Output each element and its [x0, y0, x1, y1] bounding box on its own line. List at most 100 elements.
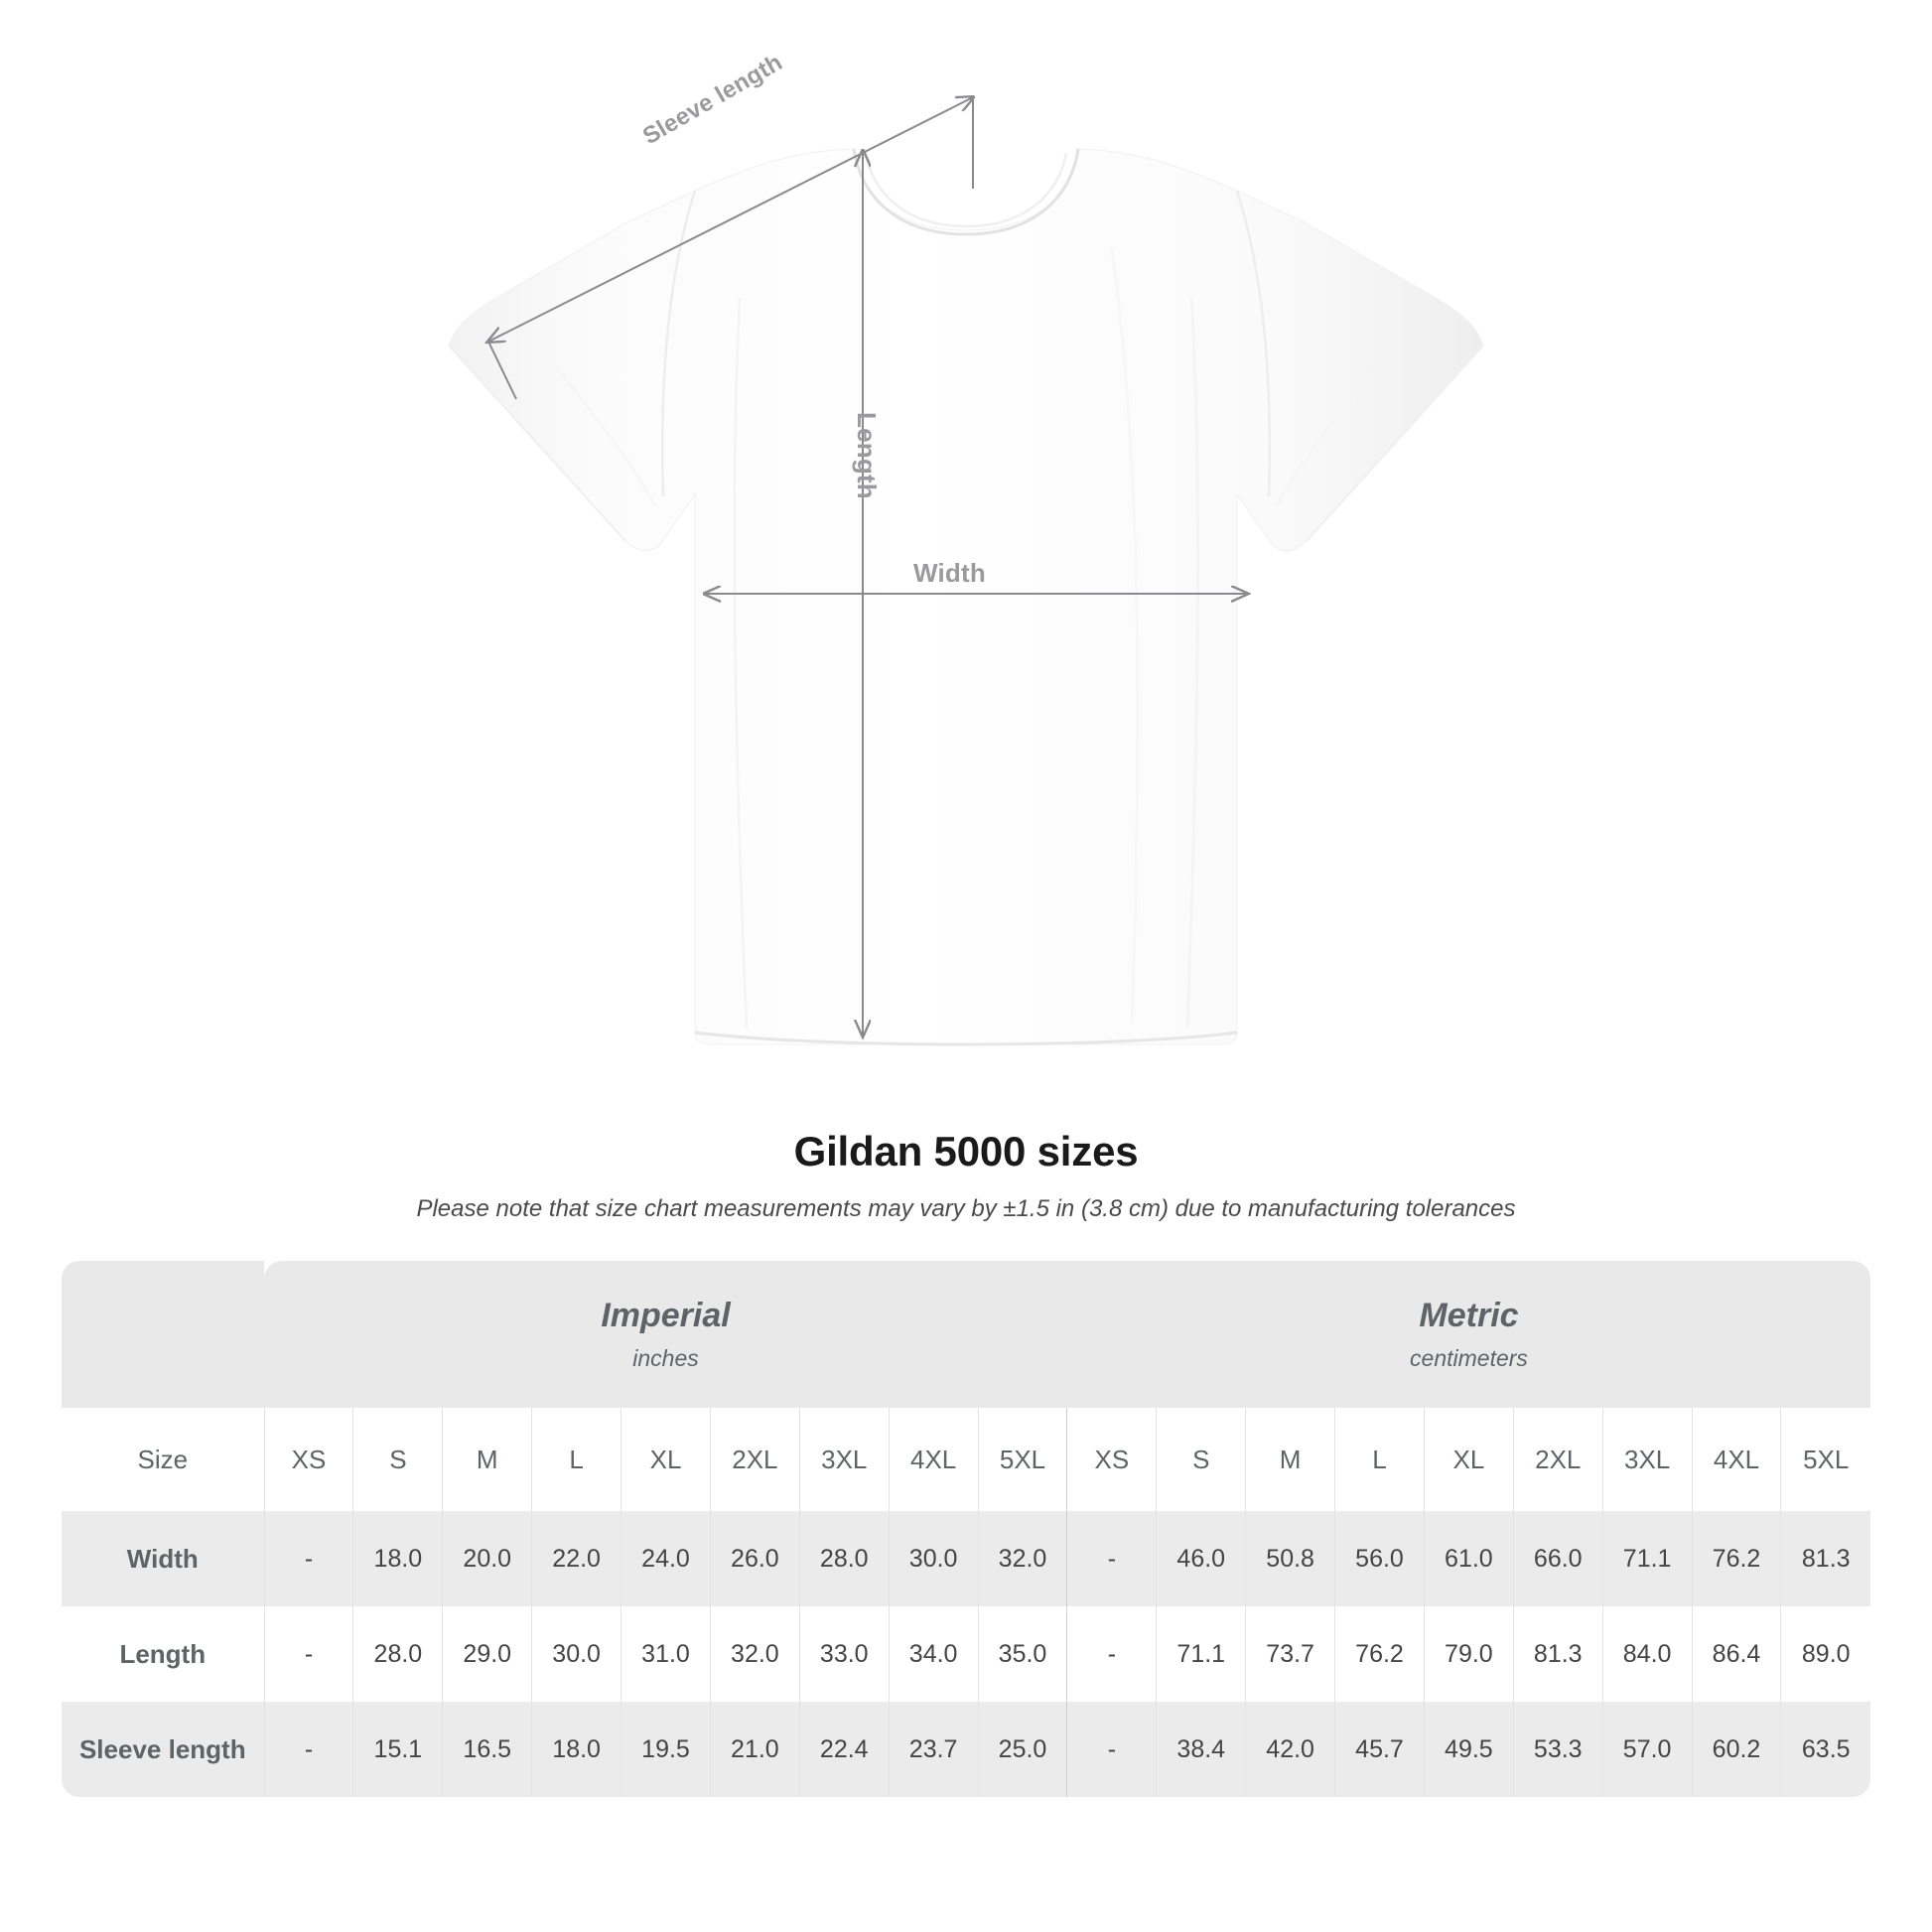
- cell-value: 25.0: [977, 1702, 1067, 1797]
- cell-value: 86.4: [1691, 1606, 1781, 1702]
- cell-value: 19.5: [621, 1702, 711, 1797]
- cell-value: 35.0: [977, 1606, 1067, 1702]
- size-header-metric-4xl: 4XL: [1691, 1408, 1781, 1511]
- size-header-metric-m: M: [1245, 1408, 1335, 1511]
- cell-value: -: [263, 1606, 353, 1702]
- cell-value: -: [1066, 1702, 1157, 1797]
- cell-value: 84.0: [1601, 1606, 1693, 1702]
- cell-value: 71.1: [1601, 1511, 1693, 1606]
- cell-value: 18.0: [352, 1511, 443, 1606]
- cell-value: 21.0: [709, 1702, 800, 1797]
- cell-value: -: [263, 1702, 353, 1797]
- cell-value: 53.3: [1512, 1702, 1603, 1797]
- table-row: Length -28.0 29.0 30.0 31.0 32.0 33.0 34.0 35.0-…: [62, 1606, 1870, 1702]
- cell-value: 79.0: [1423, 1606, 1514, 1702]
- table-row: Sleeve length -15.1 16.5 18.0 19.5 21.0 22.4 23…: [62, 1702, 1870, 1797]
- cell-value: -: [1066, 1511, 1157, 1606]
- cell-value: 60.2: [1691, 1702, 1781, 1797]
- size-header-imperial-xs: XS: [263, 1408, 353, 1511]
- row-label-width: Width: [62, 1511, 265, 1606]
- cell-value: 45.7: [1334, 1702, 1425, 1797]
- title-block: Gildan 5000 sizes Please note that size …: [0, 1122, 1932, 1223]
- unit-sub-imperial: inches: [632, 1345, 699, 1371]
- cell-value: 38.4: [1156, 1702, 1246, 1797]
- cell-value: 24.0: [621, 1511, 711, 1606]
- corner-cell: [62, 1261, 265, 1408]
- size-header-metric-s: S: [1156, 1408, 1246, 1511]
- size-header-metric-xl: XL: [1423, 1408, 1514, 1511]
- size-header-imperial-4xl: 4XL: [888, 1408, 979, 1511]
- unit-header-row: Imperial inches Metric centimeters: [62, 1261, 1870, 1408]
- cell-value: 28.0: [352, 1606, 443, 1702]
- cell-value: 31.0: [621, 1606, 711, 1702]
- sleeve-length-arrow: [488, 97, 973, 342]
- size-header-imperial-l: L: [531, 1408, 621, 1511]
- cell-value: 76.2: [1334, 1606, 1425, 1702]
- cell-value: 57.0: [1601, 1702, 1693, 1797]
- size-header-metric-5xl: 5XL: [1780, 1408, 1870, 1511]
- tshirt-illustration-svg: [448, 0, 1484, 1046]
- table-row: Width -18.0 20.0 22.0 24.0 26.0 28.0 30.0 32.0-4…: [62, 1511, 1870, 1606]
- row-label-length: Length: [62, 1606, 265, 1702]
- unit-name-imperial: Imperial: [601, 1297, 731, 1334]
- cell-value: 32.0: [977, 1511, 1067, 1606]
- size-header-imperial-m: M: [442, 1408, 532, 1511]
- size-header-metric-xs: XS: [1066, 1408, 1157, 1511]
- cell-value: 76.2: [1691, 1511, 1781, 1606]
- unit-header-imperial: Imperial inches: [264, 1261, 1067, 1408]
- sleeve-tick-bottom: [487, 341, 517, 400]
- cell-value: 49.5: [1423, 1702, 1514, 1797]
- length-label: Length: [852, 412, 882, 499]
- cell-value: 23.7: [888, 1702, 979, 1797]
- cell-value: 71.1: [1156, 1606, 1246, 1702]
- cell-value: 66.0: [1512, 1511, 1603, 1606]
- size-chart-table: Imperial inches Metric centimeters Size …: [62, 1261, 1870, 1797]
- cell-value: 73.7: [1245, 1606, 1335, 1702]
- cell-value: 30.0: [888, 1511, 979, 1606]
- unit-name-metric: Metric: [1419, 1297, 1519, 1334]
- size-header-metric-2xl: 2XL: [1512, 1408, 1603, 1511]
- size-header-imperial-s: S: [352, 1408, 443, 1511]
- cell-value: 89.0: [1780, 1606, 1870, 1702]
- cell-value: -: [263, 1511, 353, 1606]
- cell-value: 30.0: [531, 1606, 621, 1702]
- cell-value: 50.8: [1245, 1511, 1335, 1606]
- cell-value: -: [1066, 1606, 1157, 1702]
- page-title: Gildan 5000 sizes: [793, 1128, 1139, 1174]
- size-header-label: Size: [62, 1408, 265, 1511]
- cell-value: 81.3: [1780, 1511, 1870, 1606]
- size-header-imperial-5xl: 5XL: [977, 1408, 1067, 1511]
- cell-value: 20.0: [442, 1511, 532, 1606]
- cell-value: 15.1: [352, 1702, 443, 1797]
- cell-value: 22.0: [531, 1511, 621, 1606]
- cell-value: 22.4: [798, 1702, 890, 1797]
- cell-value: 63.5: [1780, 1702, 1870, 1797]
- cell-value: 33.0: [798, 1606, 890, 1702]
- width-label: Width: [913, 558, 986, 588]
- cell-value: 56.0: [1334, 1511, 1425, 1606]
- cell-value: 61.0: [1423, 1511, 1514, 1606]
- size-table-container: Imperial inches Metric centimeters Size …: [0, 1261, 1932, 1797]
- size-header-imperial-3xl: 3XL: [798, 1408, 890, 1511]
- unit-sub-metric: centimeters: [1410, 1345, 1528, 1371]
- size-header-row: Size XS S M L XL 2XL 3XL 4XL 5XL XS S M L XL 2XL 3XL 4XL…: [62, 1408, 1870, 1511]
- cell-value: 26.0: [709, 1511, 800, 1606]
- tshirt-diagram: Sleeve length Length Width: [448, 0, 1484, 1046]
- size-header-imperial-xl: XL: [621, 1408, 711, 1511]
- cell-value: 81.3: [1512, 1606, 1603, 1702]
- size-header-metric-l: L: [1334, 1408, 1425, 1511]
- measure-lines: [488, 97, 1247, 1035]
- size-header-metric-3xl: 3XL: [1601, 1408, 1693, 1511]
- row-label-sleeve-length: Sleeve length: [62, 1702, 265, 1797]
- unit-header-metric: Metric centimeters: [1066, 1261, 1870, 1408]
- size-header-imperial-2xl: 2XL: [709, 1408, 800, 1511]
- cell-value: 28.0: [798, 1511, 890, 1606]
- cell-value: 46.0: [1156, 1511, 1246, 1606]
- cell-value: 18.0: [531, 1702, 621, 1797]
- cell-value: 42.0: [1245, 1702, 1335, 1797]
- cell-value: 29.0: [442, 1606, 532, 1702]
- size-table-body: Width -18.0 20.0 22.0 24.0 26.0 28.0 30.0 32.0-4…: [62, 1511, 1870, 1797]
- cell-value: 16.5: [442, 1702, 532, 1797]
- cell-value: 32.0: [709, 1606, 800, 1702]
- cell-value: 34.0: [888, 1606, 979, 1702]
